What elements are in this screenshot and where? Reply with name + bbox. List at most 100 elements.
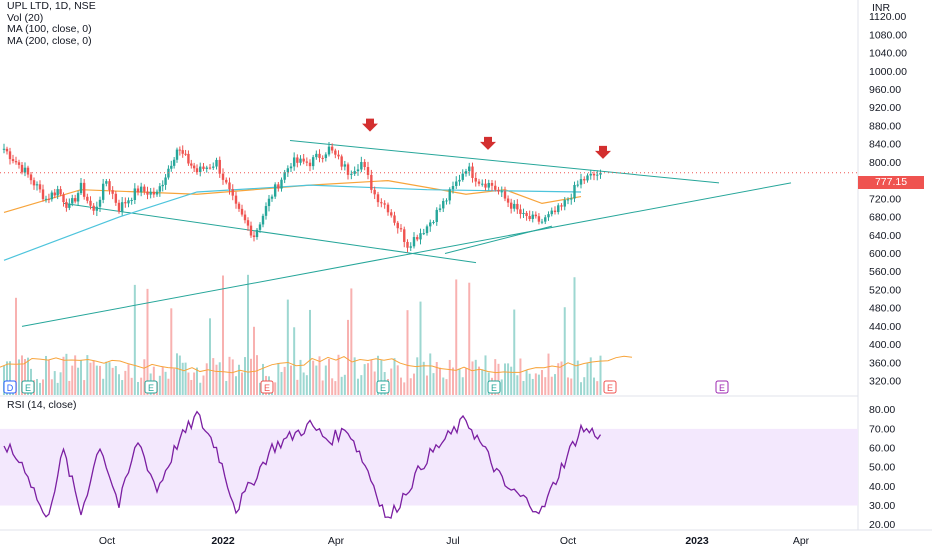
- event-badge-label: D: [7, 383, 14, 393]
- candle-body: [422, 233, 425, 235]
- volume-bar: [573, 277, 576, 395]
- volume-bar: [507, 363, 510, 395]
- volume-bar: [92, 360, 95, 395]
- volume-bar: [262, 363, 264, 395]
- volume-bar: [167, 378, 170, 395]
- candle-body: [50, 192, 54, 200]
- volume-bar: [380, 360, 383, 395]
- candle-body: [461, 173, 464, 180]
- candle-body: [579, 179, 583, 185]
- volume-bar: [99, 365, 101, 395]
- candle-body: [390, 212, 393, 216]
- candle-body: [68, 203, 71, 208]
- volume-bar: [102, 378, 105, 395]
- event-badge[interactable]: E: [603, 380, 617, 394]
- volume-bar: [143, 359, 146, 395]
- volume-bar: [550, 376, 553, 395]
- event-badge[interactable]: E: [715, 380, 729, 394]
- volume-bar: [445, 379, 448, 395]
- volume-bar: [360, 375, 363, 395]
- candle-body: [152, 191, 156, 195]
- volume-bar: [274, 382, 277, 395]
- volume-bar: [170, 308, 173, 395]
- volume-bars: [0, 274, 633, 395]
- candle-body: [586, 175, 589, 181]
- event-badge[interactable]: E: [487, 380, 501, 394]
- volume-bar: [576, 360, 579, 395]
- candle-body: [127, 200, 130, 204]
- volume-bar: [3, 365, 5, 395]
- volume-bar: [426, 375, 428, 395]
- candle-body: [170, 165, 173, 169]
- candle-body: [258, 224, 262, 230]
- candle-body: [599, 172, 602, 175]
- price-tick-label: 1120.00: [869, 11, 906, 23]
- symbol-title[interactable]: UPL LTD, 1D, NSE: [7, 0, 96, 12]
- volume-bar: [458, 368, 461, 395]
- candle-body: [509, 202, 513, 209]
- volume-bar: [65, 353, 68, 395]
- candle-body: [474, 177, 477, 182]
- candle-body: [534, 214, 538, 217]
- time-axis[interactable]: Oct 2022 Apr Jul Oct 2023 Apr: [99, 535, 810, 547]
- candle-body: [228, 182, 231, 190]
- price-tick-label: 360.00: [869, 357, 901, 369]
- down-arrow-marker[interactable]: [480, 136, 496, 150]
- candle-body: [273, 184, 277, 197]
- candle-body: [324, 154, 328, 159]
- time-tick-label: Apr: [793, 535, 810, 547]
- candle-body: [531, 214, 534, 219]
- event-badge[interactable]: E: [144, 380, 158, 394]
- price-axis[interactable]: 1120.00 1080.00 1040.00 1000.00 960.00 920.00…: [869, 11, 907, 387]
- volume-bar: [176, 353, 178, 395]
- rsi-axis[interactable]: 80.00 70.00 60.00 50.00 40.00 30.00 20.00: [869, 404, 895, 531]
- volume-bar: [130, 377, 133, 395]
- volume-bar: [448, 359, 451, 395]
- volume-bar: [196, 367, 198, 395]
- event-badge[interactable]: E: [260, 380, 274, 394]
- candle-body: [86, 196, 89, 201]
- down-arrow-marker[interactable]: [362, 118, 378, 132]
- down-arrow-marker[interactable]: [595, 145, 611, 159]
- trendline-long-support[interactable]: [21, 182, 792, 327]
- candle-body: [280, 179, 283, 189]
- candle-body: [82, 182, 86, 197]
- event-badge[interactable]: E: [376, 380, 390, 394]
- candle-body: [419, 233, 422, 240]
- candle-body: [98, 199, 102, 207]
- time-tick-label: Oct: [99, 535, 115, 547]
- candle-body: [393, 215, 396, 223]
- event-badge[interactable]: D: [3, 380, 17, 394]
- candle-body: [540, 221, 544, 223]
- volume-bar: [315, 365, 318, 395]
- event-badge[interactable]: E: [21, 380, 35, 394]
- volume-legend[interactable]: Vol (20): [7, 11, 44, 24]
- volume-bar: [47, 360, 50, 395]
- trendline-rising-support[interactable]: [444, 225, 553, 254]
- trendlines[interactable]: [21, 140, 792, 327]
- price-tick-label: 520.00: [869, 284, 901, 296]
- candle-body: [29, 174, 33, 181]
- rsi-tick-label: 80.00: [869, 404, 895, 416]
- candle-body: [356, 169, 360, 172]
- candle-body: [468, 166, 471, 172]
- ma100-legend[interactable]: MA (100, close, 0): [7, 23, 92, 35]
- trendline-upper[interactable]: [289, 140, 720, 184]
- event-badge-label: E: [719, 383, 725, 393]
- price-tick-label: 1000.00: [869, 66, 907, 78]
- ma200-legend[interactable]: MA (200, close, 0): [7, 34, 92, 47]
- rsi-legend[interactable]: RSI (14, close): [7, 399, 77, 411]
- volume-bar: [253, 326, 255, 395]
- arrow-markers[interactable]: [362, 118, 611, 159]
- volume-bar: [296, 379, 299, 395]
- candle-body: [249, 225, 253, 236]
- candle-body: [277, 184, 280, 189]
- candle-body: [451, 186, 455, 190]
- volume-bar: [9, 361, 11, 395]
- volume-bar: [403, 382, 406, 395]
- event-badge-label: E: [491, 383, 497, 393]
- volume-bar: [519, 358, 522, 395]
- candle-body: [23, 167, 27, 173]
